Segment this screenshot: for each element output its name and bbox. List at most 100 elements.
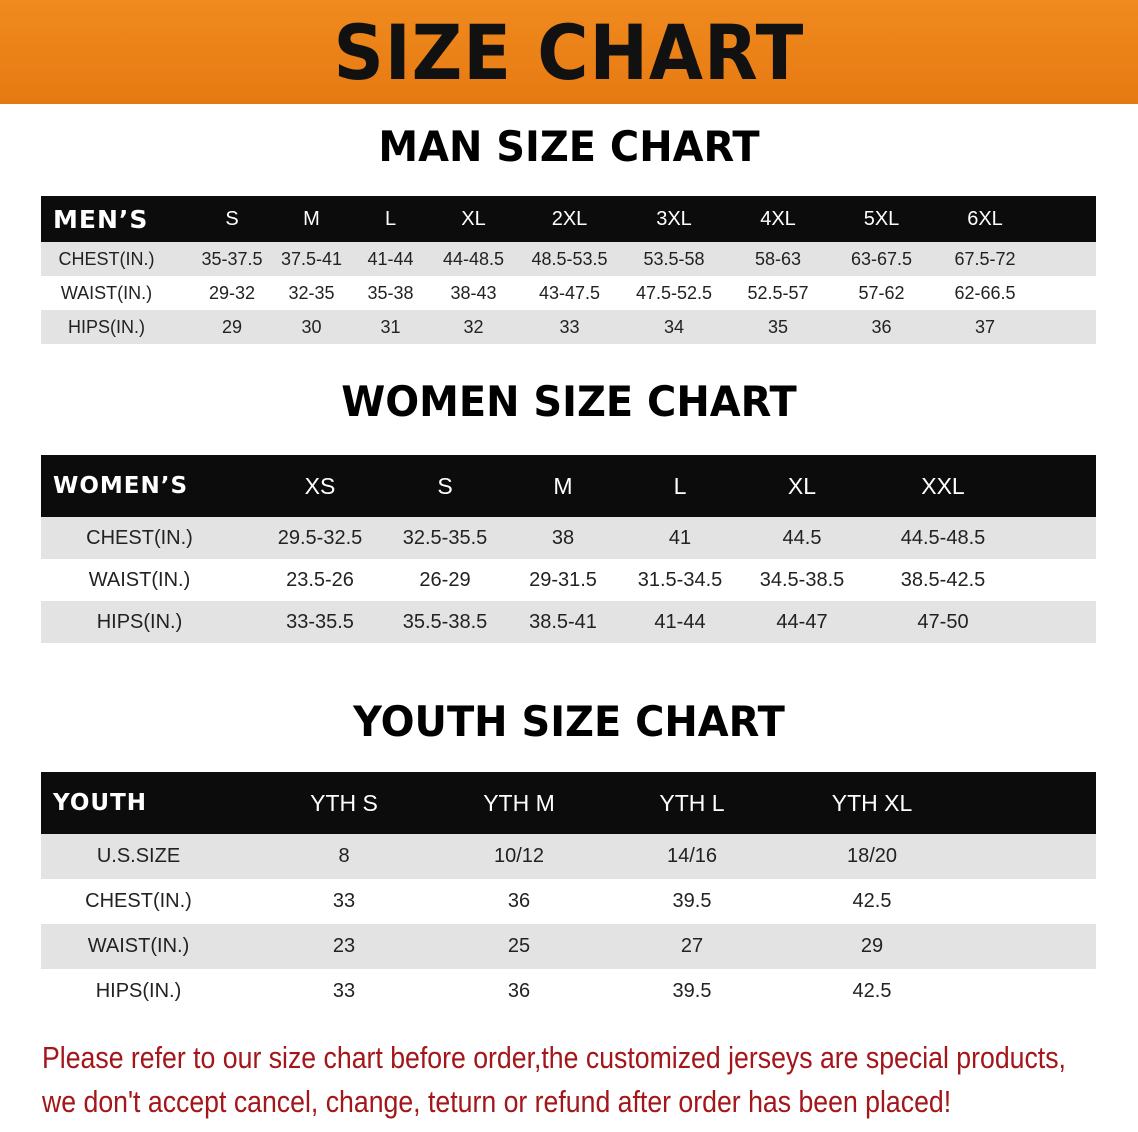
measurement-cell: 47-50	[917, 610, 969, 633]
measurement-cell: 38	[551, 526, 575, 549]
measurement-cell: 31	[380, 316, 401, 337]
banner-title: SIZE CHART	[333, 7, 805, 97]
size-header: 3XL	[656, 207, 692, 230]
measurement-cell: 14/16	[666, 845, 718, 867]
measurement-cell: 42.5	[852, 890, 892, 912]
measurement-cell: 38-43	[450, 282, 497, 303]
measurement-cell: 29	[860, 935, 884, 957]
table-row: CHEST(IN.) 29.5-32.5 32.5-35.5 38 41 44.5 44.5…	[41, 517, 1096, 559]
measurement-cell: 58-63	[754, 248, 802, 269]
row-label: WAIST(IN.)	[60, 282, 153, 303]
measurement-cell: 38.5-41	[529, 610, 597, 633]
size-header: YTH S	[310, 789, 378, 816]
row-label: CHEST(IN.)	[86, 526, 193, 549]
row-label: CHEST(IN.)	[85, 890, 192, 912]
order-notice-line-2: we don't accept cancel, change, teturn o…	[42, 1084, 952, 1119]
measurement-cell: 36	[507, 890, 531, 912]
measurement-cell: 33	[332, 980, 356, 1002]
measurement-cell: 25	[507, 935, 531, 957]
measurement-cell: 32-35	[288, 282, 335, 303]
measurement-cell: 57-62	[858, 282, 905, 303]
size-header: XS	[304, 472, 336, 499]
measurement-cell: 27	[680, 935, 704, 957]
measurement-cell: 44.5-48.5	[900, 526, 986, 549]
measurement-cell: 37	[974, 316, 996, 337]
measurement-cell: 34.5-38.5	[759, 568, 845, 591]
youth-header-row: YOUTH YTH S YTH M YTH L YTH XL	[41, 772, 1096, 834]
measurement-cell: 29-32	[208, 282, 256, 303]
measurement-cell: 42.5	[852, 980, 892, 1002]
measurement-cell: 23.5-26	[286, 568, 354, 591]
table-row: U.S.SIZE 8 10/12 14/16 18/20	[41, 834, 1096, 879]
measurement-cell: 62-66.5	[954, 282, 1016, 303]
size-header: L	[673, 472, 687, 499]
row-label: CHEST(IN.)	[58, 248, 155, 269]
measurement-cell: 53.5-58	[643, 248, 705, 269]
measurement-cell: 41-44	[654, 610, 706, 633]
measurement-cell: 39.5	[672, 980, 712, 1002]
size-header: M	[303, 207, 320, 230]
measurement-cell: 35	[767, 316, 789, 337]
header-label: MEN’S	[53, 204, 149, 234]
measurement-cell: 33-35.5	[286, 610, 354, 633]
measurement-cell: 52.5-57	[747, 282, 809, 303]
measurement-cell: 32.5-35.5	[402, 526, 488, 549]
measurement-cell: 29.5-32.5	[277, 526, 363, 549]
youth-size-table: YOUTH YTH S YTH M YTH L YTH XL U.S.SIZE 8 10/12…	[41, 772, 1096, 1014]
women-section-title: WOMEN SIZE CHART	[341, 377, 797, 426]
size-header: 5XL	[863, 207, 900, 230]
row-label: WAIST(IN.)	[88, 568, 191, 591]
measurement-cell: 36	[871, 316, 892, 337]
measurement-cell: 26-29	[419, 568, 471, 591]
size-chart-banner: SIZE CHART	[0, 0, 1138, 104]
table-row: WAIST(IN.) 23.5-26 26-29 29-31.5 31.5-34.5 34…	[41, 559, 1096, 601]
men-section-title: MAN SIZE CHART	[378, 122, 760, 171]
measurement-cell: 36	[507, 980, 531, 1002]
measurement-cell: 23	[332, 935, 356, 957]
table-row: WAIST(IN.) 23 25 27 29	[41, 924, 1096, 969]
table-row: WAIST(IN.) 29-32 32-35 35-38 38-43 43-47.5 47.…	[41, 276, 1096, 310]
measurement-cell: 8	[338, 845, 350, 867]
measurement-cell: 35.5-38.5	[402, 610, 488, 633]
measurement-cell: 44.5	[782, 526, 822, 549]
women-header-row: WOMEN’S XS S M L XL XXL	[41, 455, 1096, 517]
size-header: YTH XL	[831, 789, 913, 816]
size-header: XXL	[921, 472, 965, 499]
measurement-cell: 29-31.5	[529, 568, 597, 591]
men-header-row: MEN’S S M L XL 2XL 3XL 4XL 5XL 6XL	[41, 196, 1096, 242]
measurement-cell: 33	[559, 316, 580, 337]
men-size-table: MEN’S S M L XL 2XL 3XL 4XL 5XL 6XL CHEST(IN.) 35-37…	[41, 196, 1096, 344]
size-header: XL	[787, 472, 817, 499]
measurement-cell: 34	[663, 316, 685, 337]
measurement-cell: 48.5-53.5	[531, 248, 608, 269]
measurement-cell: 33	[332, 890, 356, 912]
measurement-cell: 29	[221, 316, 243, 337]
size-header: 4XL	[760, 207, 796, 230]
row-label: HIPS(IN.)	[95, 980, 182, 1002]
table-row: HIPS(IN.) 33-35.5 35.5-38.5 38.5-41 41-44 44-…	[41, 601, 1096, 643]
measurement-cell: 38.5-42.5	[900, 568, 986, 591]
measurement-cell: 35-38	[367, 282, 414, 303]
row-label: HIPS(IN.)	[96, 610, 183, 633]
row-label: HIPS(IN.)	[67, 316, 145, 337]
row-label: WAIST(IN.)	[87, 935, 190, 957]
row-label: U.S.SIZE	[96, 845, 181, 867]
measurement-cell: 44-47	[776, 610, 828, 633]
measurement-cell: 35-37.5	[201, 248, 263, 269]
measurement-cell: 41	[668, 526, 692, 549]
table-row: CHEST(IN.) 33 36 39.5 42.5	[41, 879, 1096, 924]
size-header: S	[225, 207, 239, 230]
size-header: YTH L	[659, 789, 725, 816]
measurement-cell: 39.5	[672, 890, 712, 912]
size-header: 2XL	[551, 207, 588, 230]
measurement-cell: 67.5-72	[954, 248, 1016, 269]
youth-section-title: YOUTH SIZE CHART	[353, 697, 785, 746]
measurement-cell: 41-44	[367, 248, 414, 269]
measurement-cell: 18/20	[846, 845, 898, 867]
size-header: 6XL	[967, 207, 1003, 230]
measurement-cell: 44-48.5	[442, 248, 505, 269]
table-row: HIPS(IN.) 29 30 31 32 33 34 35 36 37	[41, 310, 1096, 344]
size-header: YTH M	[483, 789, 555, 816]
header-label: WOMEN’S	[53, 473, 189, 499]
measurement-cell: 47.5-52.5	[635, 282, 713, 303]
